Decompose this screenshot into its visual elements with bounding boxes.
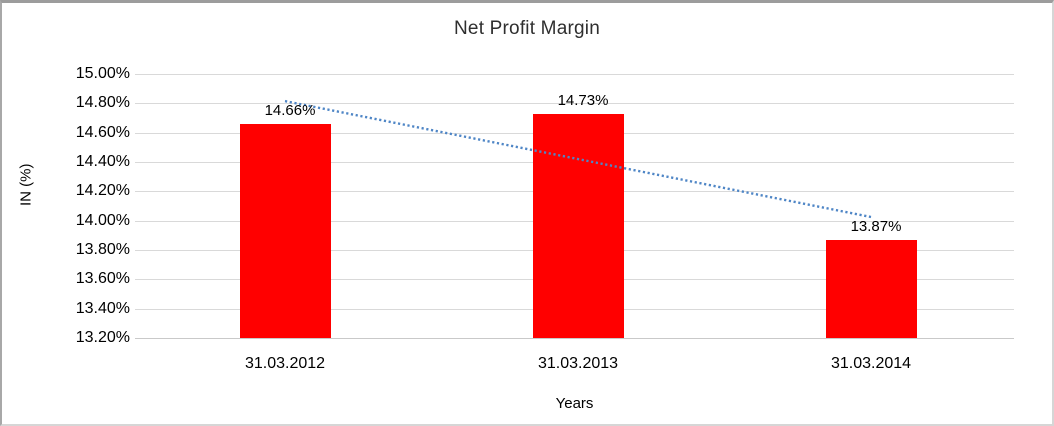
y-axis-tick-label: 13.20%	[75, 329, 130, 346]
y-axis-tick-label: 13.80%	[75, 241, 130, 258]
y-axis-tick-label: 14.80%	[75, 94, 130, 111]
linear-trendline	[284, 99, 872, 219]
y-axis-tick-label: 13.40%	[75, 300, 130, 317]
chart-title: Net Profit Margin	[454, 18, 600, 39]
y-axis-tick-label: 14.60%	[75, 124, 130, 141]
bar-value-label: 14.66%	[264, 101, 316, 119]
y-axis-title-text: IN (%)	[17, 163, 35, 207]
bar-31.03.2012	[239, 123, 331, 338]
bar-31.03.2014	[825, 239, 917, 338]
bar-value-label: 13.87%	[850, 217, 902, 235]
x-axis-title: Years	[555, 395, 594, 412]
plot-area: 14.66% 14.73% 13.87%	[135, 74, 1014, 339]
y-axis-tick-label: 14.00%	[75, 212, 130, 229]
x-axis-tick-label: 31.03.2014	[830, 355, 912, 372]
y-axis-tick-labels: 15.00% 14.80% 14.60% 14.40% 14.20% 14.00% 13.8…	[38, 66, 130, 346]
trendline	[284, 99, 872, 219]
x-axis-line	[135, 338, 1014, 339]
y-axis-tick-label: 13.60%	[75, 270, 130, 287]
x-axis-tick-labels: 31.03.2012 31.03.2013 31.03.2014	[135, 355, 1014, 377]
y-axis-tick-label: 14.20%	[75, 182, 130, 199]
bar-value-label: 14.73%	[557, 91, 609, 109]
x-axis-tick-label: 31.03.2013	[537, 355, 619, 372]
gridline	[135, 74, 1014, 75]
gridline	[135, 103, 1014, 104]
y-axis-tick-label: 14.40%	[75, 153, 130, 170]
x-axis-tick-label: 31.03.2012	[244, 355, 326, 372]
y-axis-tick-label: 15.00%	[75, 65, 130, 82]
bar-31.03.2013	[532, 113, 624, 338]
